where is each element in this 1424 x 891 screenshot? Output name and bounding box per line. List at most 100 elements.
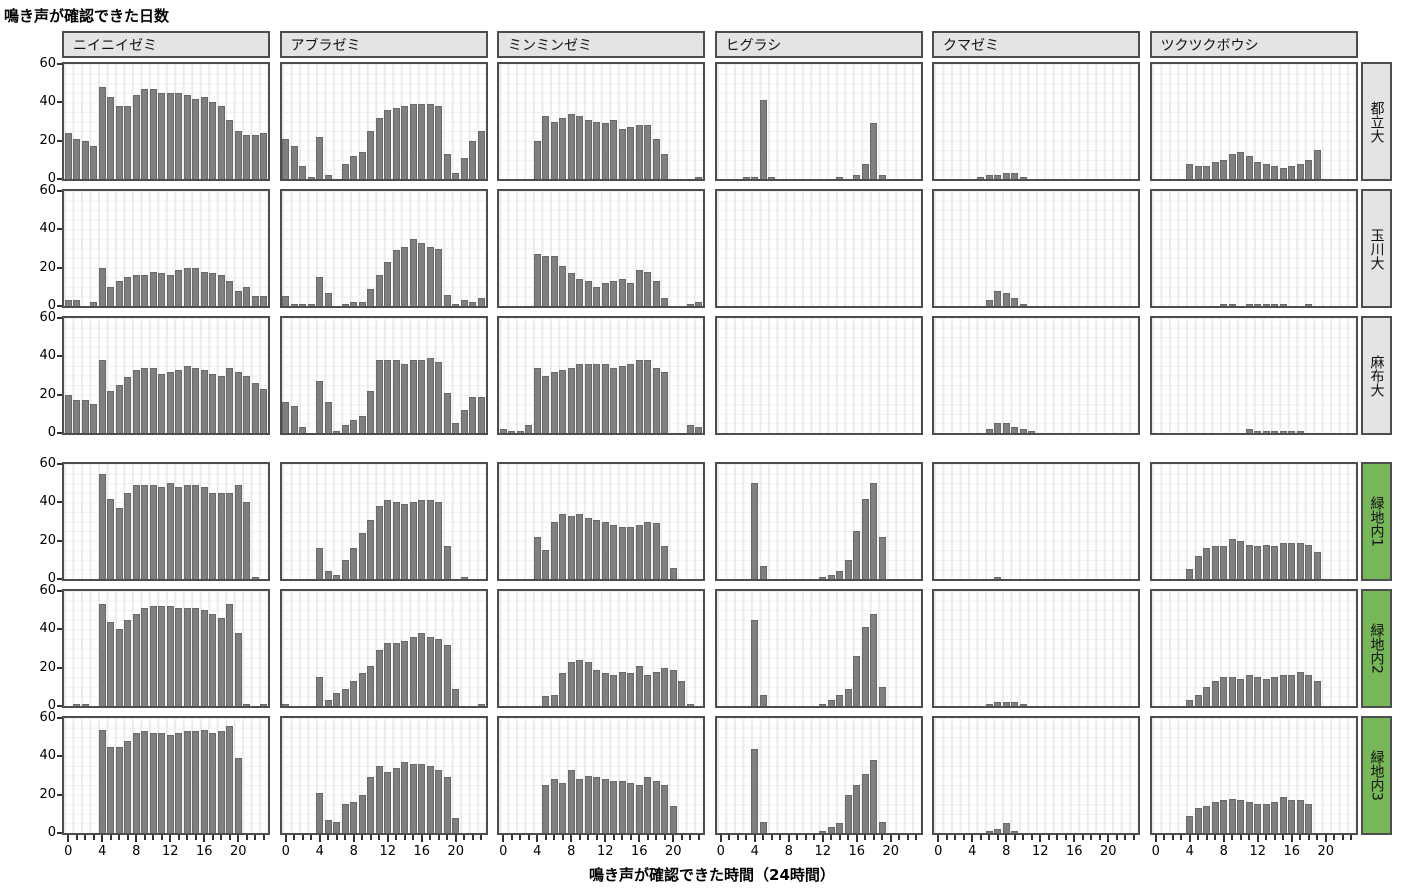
bar-hour-3: [90, 404, 98, 433]
bar-hour-9: [576, 779, 584, 833]
x-tick-label: 8: [132, 844, 141, 859]
x-tick-mark: [335, 835, 338, 840]
bar-hour-1: [73, 704, 81, 706]
bar-hour-23: [260, 704, 268, 706]
x-tick-mark: [318, 835, 321, 842]
bar-hour-12: [601, 779, 609, 833]
bar-hour-5: [542, 256, 550, 306]
x-tick-mark: [262, 835, 265, 840]
bar-hour-21: [243, 375, 251, 433]
bar-hour-21: [243, 286, 251, 306]
bar-hour-15: [627, 283, 635, 306]
x-tick-mark: [1231, 835, 1234, 840]
bar-hour-4: [1186, 163, 1194, 179]
x-tick-label: 4: [98, 844, 107, 859]
y-tick-mark: [57, 539, 62, 542]
x-tick-mark: [1282, 835, 1285, 840]
bar-hour-23: [477, 298, 485, 306]
bar-hour-23: [260, 388, 268, 433]
bar-hour-13: [392, 502, 400, 579]
x-tick-label: 4: [1185, 844, 1194, 859]
bar-hour-1: [73, 138, 81, 179]
bar-hour-15: [409, 360, 417, 433]
bar-hour-2: [81, 400, 89, 433]
panel-r3-c3: [497, 316, 705, 435]
bar-hour-11: [593, 364, 601, 433]
y-tick-mark: [57, 393, 62, 396]
bar-hour-6: [550, 256, 558, 306]
x-tick-mark: [1064, 835, 1067, 840]
x-tick-mark: [135, 835, 138, 842]
bar-hour-5: [542, 375, 550, 433]
x-tick-mark: [1090, 835, 1093, 840]
x-axis-title: 鳴き声が確認できた時間（24時間）: [589, 866, 835, 884]
bar-hour-18: [1305, 544, 1313, 579]
bar-hour-17: [644, 675, 652, 706]
x-tick-mark: [561, 835, 564, 840]
bar-hour-13: [175, 608, 183, 706]
bar-hour-7: [124, 277, 132, 306]
bar-hour-7: [341, 163, 349, 179]
x-tick-mark: [220, 835, 223, 840]
bar-hour-13: [1262, 804, 1270, 833]
y-tick-mark: [57, 590, 62, 592]
bar-hour-7: [994, 290, 1002, 306]
bar-hour-1: [508, 431, 516, 433]
bar-hour-22: [686, 704, 694, 706]
y-tick-mark: [57, 139, 62, 142]
x-tick-mark: [1115, 835, 1118, 840]
panel-r4-c3: [497, 462, 705, 581]
bar-hour-0: [64, 300, 72, 306]
bar-hour-15: [409, 238, 417, 306]
bar-hour-6: [550, 779, 558, 833]
bar-hour-22: [251, 296, 259, 306]
bar-hour-11: [1245, 304, 1253, 306]
x-tick-mark: [463, 835, 466, 840]
bar-hour-2: [81, 704, 89, 706]
bar-hour-19: [1313, 681, 1321, 706]
bar-hour-10: [367, 390, 375, 433]
x-tick-mark: [770, 835, 773, 840]
y-tick-mark: [57, 305, 62, 307]
panel-r2-c2: [279, 189, 488, 308]
x-tick-mark: [1214, 835, 1217, 840]
bar-hour-14: [618, 527, 626, 579]
bar-hour-16: [635, 360, 643, 433]
bar-hour-8: [350, 302, 358, 306]
y-tick-label: 20: [39, 259, 56, 275]
bar-hour-13: [1262, 163, 1270, 179]
bar-hour-19: [226, 281, 234, 306]
bar-hour-10: [1019, 304, 1027, 306]
panel-r5-c5: [932, 589, 1140, 708]
bar-hour-7: [559, 265, 567, 306]
bar-hour-14: [618, 129, 626, 179]
bar-hour-12: [1254, 431, 1262, 433]
x-tick-mark: [587, 835, 590, 840]
bar-hour-17: [1296, 163, 1304, 179]
y-tick-label: 40: [39, 221, 56, 237]
bar-hour-9: [1011, 298, 1019, 306]
x-tick-label: 20: [1317, 844, 1335, 859]
bar-hour-0: [499, 429, 507, 433]
bar-hour-10: [367, 131, 375, 179]
bar-hour-14: [1271, 546, 1279, 579]
y-tick-label: 0: [47, 698, 56, 713]
y-tick-label: 40: [39, 94, 56, 110]
bar-hour-18: [1305, 304, 1313, 306]
y-tick-mark: [57, 63, 62, 65]
panel-r3-c2: [279, 316, 488, 435]
bar-hour-18: [652, 367, 660, 433]
bar-hour-5: [107, 286, 115, 306]
row-label-1: 都立大: [1361, 62, 1392, 181]
panel-r1-c4: [714, 62, 923, 181]
bar-hour-20: [234, 758, 242, 833]
x-tick-label: 8: [567, 844, 576, 859]
bar-hour-5: [324, 571, 332, 579]
x-tick-mark: [92, 835, 95, 840]
x-tick-mark: [937, 835, 940, 842]
bar-hour-17: [1296, 542, 1304, 579]
bar-hour-6: [550, 121, 558, 179]
bar-hour-9: [1228, 154, 1236, 179]
bar-hour-19: [226, 367, 234, 433]
panel-r3-c5: [932, 316, 1140, 435]
